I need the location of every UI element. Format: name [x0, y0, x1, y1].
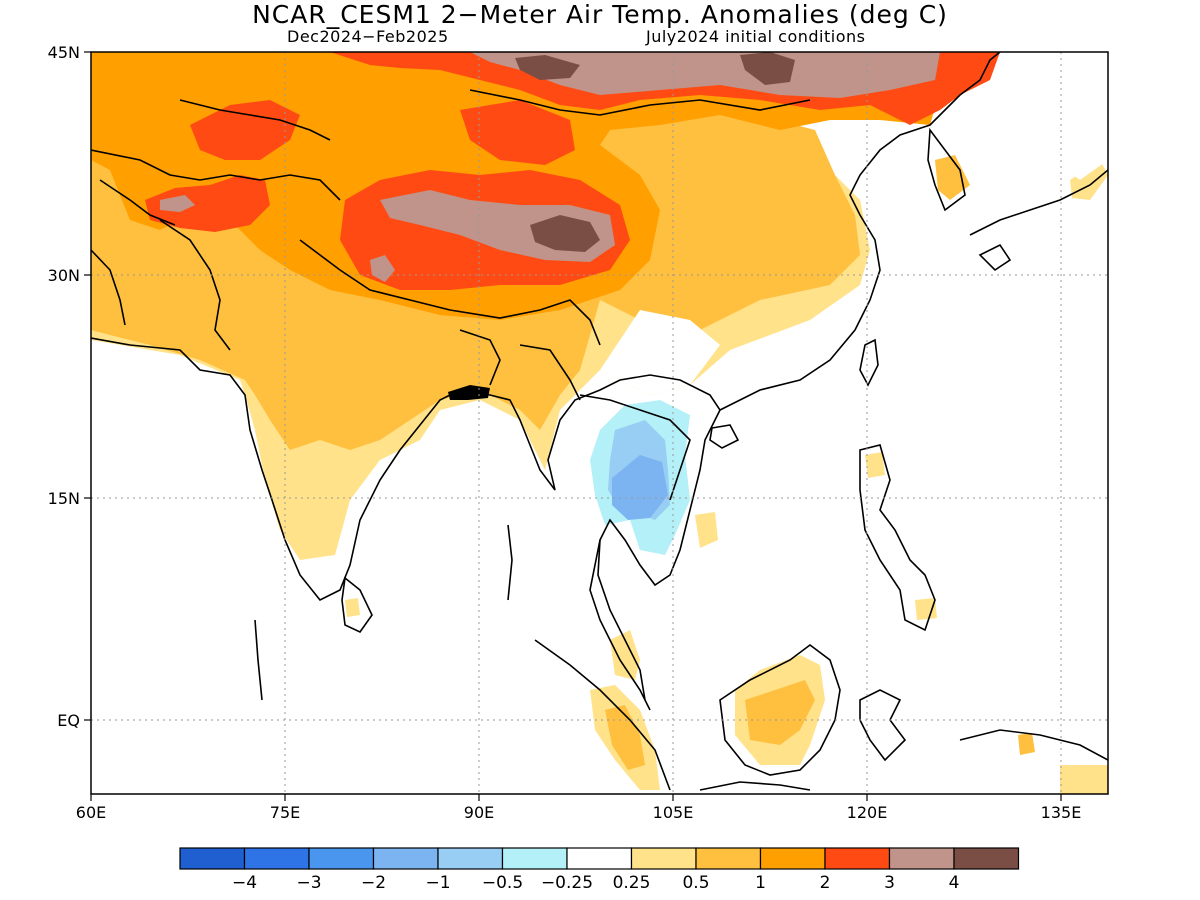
- lon-label-105e: 105E: [653, 803, 694, 822]
- colorbar-label: −0.5: [482, 873, 523, 893]
- colorbar-label: −3: [296, 873, 321, 893]
- coastline-india: [91, 337, 461, 602]
- border-kazakh: [179, 99, 331, 141]
- anomaly-region-3-mongolia: [460, 100, 575, 165]
- lat-label-45n: 45N: [48, 43, 80, 62]
- gridlines: [91, 52, 1108, 794]
- colorbar-swatch: [308, 847, 375, 870]
- lat-label-15n: 15N: [48, 489, 80, 508]
- lon-label-135e: 135E: [1041, 803, 1082, 822]
- border-pakistan: [159, 219, 231, 351]
- border-mongolia: [469, 89, 811, 116]
- border-indochina: [579, 394, 691, 501]
- anomaly-region-mindanao: [915, 598, 937, 620]
- anomaly-region-3-west: [145, 175, 270, 232]
- anomaly-region-korea: [935, 155, 970, 200]
- anomaly-region-srilanka: [345, 598, 360, 617]
- map-title: NCAR_CESM1 2−Meter Air Temp. Anomalies (…: [252, 0, 948, 29]
- coastline-sumatra: [534, 639, 671, 791]
- anomaly-region-max-north2: [740, 52, 795, 85]
- coastline-java: [699, 781, 811, 791]
- masked-region-sw: [91, 340, 245, 395]
- coastline-andaman: [507, 524, 513, 601]
- colorbar-swatch: [630, 847, 697, 870]
- coastline-hainan: [709, 424, 740, 449]
- anomaly-region-philippines: [865, 452, 885, 478]
- anomaly-region-borneo-inner: [745, 680, 815, 745]
- lon-label-75e: 75E: [270, 803, 300, 822]
- border-iran: [91, 249, 126, 326]
- anomaly-region-3-central: [190, 100, 300, 160]
- colorbar-label: 0.25: [613, 873, 651, 893]
- border-central-asia: [91, 149, 341, 201]
- anomaly-region-max-north1: [515, 55, 580, 80]
- colorbar-swatch: [243, 847, 310, 870]
- border-myanmar: [519, 344, 581, 401]
- colorbar-swatch: [759, 847, 826, 870]
- anomaly-region-vietnam-coast: [695, 512, 718, 548]
- coastline-japan-south: [978, 243, 1012, 272]
- colorbar-swatch: [695, 847, 762, 870]
- anomaly-region-4-west: [160, 195, 195, 212]
- border-himalaya: [299, 239, 601, 346]
- anomaly-region-neutral-china: [600, 310, 720, 395]
- colorbar-label: −1: [425, 873, 450, 893]
- coastline-newguinea: [959, 729, 1108, 761]
- lon-label-120e: 120E: [847, 803, 888, 822]
- colorbar-label: 0.5: [682, 873, 709, 893]
- lat-label-eq: EQ: [57, 711, 80, 730]
- coastline-malay: [589, 539, 651, 711]
- colorbar-swatch: [501, 847, 568, 870]
- season-label: Dec2024−Feb2025: [287, 27, 449, 46]
- anomaly-region-newguinea: [1018, 733, 1035, 755]
- colorbar-label: −2: [361, 873, 386, 893]
- coastline-srilanka: [341, 576, 373, 634]
- masked-region-east: [1000, 52, 1108, 180]
- colorbar-label: 2: [820, 873, 831, 893]
- lon-label-90e: 90E: [464, 803, 494, 822]
- colorbar-swatch: [824, 847, 891, 870]
- anomaly-region-sumatra-inner: [605, 705, 645, 770]
- coastline-korea: [927, 127, 966, 212]
- colorbar-label: 1: [755, 873, 766, 893]
- axis-ticks: [84, 51, 1062, 801]
- colorbar-swatch: [953, 847, 1020, 870]
- anomaly-region-neg-1: [612, 455, 668, 520]
- colorbar-label: 4: [949, 873, 960, 893]
- anomaly-region-se-corner: [1060, 765, 1108, 794]
- anomaly-region-malaya: [610, 630, 640, 680]
- colorbar-swatch: [179, 847, 246, 870]
- initial-conditions-label: July2024 initial conditions: [646, 27, 866, 46]
- coastlines: [91, 52, 1108, 791]
- anomaly-region-4-north: [470, 52, 940, 98]
- colorbar-swatch: [372, 847, 439, 870]
- anomaly-fields: [91, 52, 1108, 794]
- lat-label-30n: 30N: [48, 266, 80, 285]
- coastline-sulawesi: [859, 689, 907, 762]
- colorbar-label: −4: [232, 873, 257, 893]
- coastline-china: [719, 52, 1001, 411]
- coastline-taiwan: [859, 338, 879, 387]
- border-afghan: [99, 179, 176, 226]
- map-frame: [90, 51, 1109, 795]
- colorbar-swatch: [437, 847, 504, 870]
- coastline-japan: [969, 169, 1108, 236]
- anomaly-region-4-small: [370, 255, 395, 282]
- anomaly-region-max-tibet: [530, 215, 600, 252]
- coastline-philippines: [859, 444, 936, 632]
- border-bangladesh: [459, 329, 501, 386]
- coastline-maldives: [254, 619, 263, 701]
- colorbar-swatch: [566, 847, 633, 870]
- colorbar-label: 3: [884, 873, 895, 893]
- colorbar: −4 −3 −2 −1 −0.5 −0.25 0.25 0.5 1 2 3 4: [179, 847, 1020, 893]
- lon-label-60e: 60E: [76, 803, 106, 822]
- colorbar-swatch: [888, 847, 955, 870]
- colorbar-label: −0.25: [541, 873, 593, 893]
